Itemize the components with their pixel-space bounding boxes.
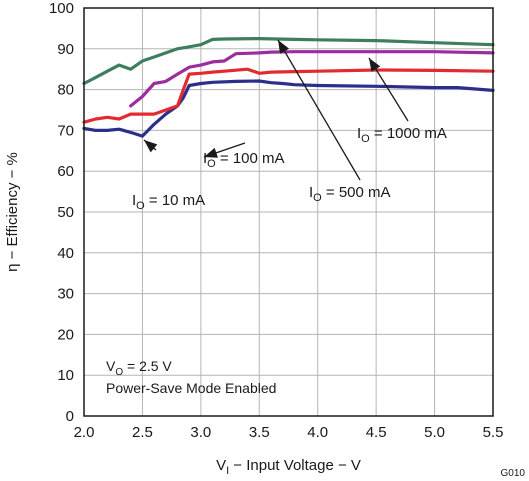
condition-mode: Power-Save Mode Enabled (106, 380, 276, 396)
callout-arrowhead (144, 140, 158, 153)
x-tick-label: 5.5 (483, 424, 504, 441)
callout-arrowhead (369, 58, 381, 72)
series-lines (82, 36, 495, 138)
x-axis-title: VI − Input Voltage − V (216, 457, 361, 477)
figure-id: G010 (501, 468, 526, 479)
y-tick-label: 40 (57, 245, 74, 262)
callout-leader (277, 39, 361, 181)
y-axis-title: η − Efficiency − % (4, 152, 21, 272)
series-line-2 (129, 50, 495, 108)
callout-arrowhead (278, 40, 290, 54)
series-label-1: IO = 100 mA (203, 150, 285, 170)
y-tick-label: 80 (57, 82, 74, 99)
series-label-2: IO = 500 mA (309, 184, 391, 204)
x-tick-label: 3.5 (249, 424, 270, 441)
series-line-1 (82, 67, 495, 124)
plot-frame (83, 7, 494, 417)
series-annotations: IO = 10 mA IO = 100 mA IO = 500 mA IO = 100… (132, 39, 447, 212)
condition-vout: VO = 2.5 V (106, 358, 172, 378)
condition-vout-rest: = 2.5 V (123, 358, 172, 374)
y-tick-label: 50 (57, 204, 74, 221)
y-tick-label: 20 (57, 326, 74, 343)
y-tick-label: 100 (49, 0, 74, 17)
x-tick-label: 2.5 (132, 424, 153, 441)
series-label-0: IO = 10 mA (132, 192, 205, 212)
x-axis-title-rest: − Input Voltage − V (229, 457, 361, 474)
callout-arrowhead (204, 147, 218, 158)
x-tick-label: 2.0 (74, 424, 95, 441)
y-tick-label: 90 (57, 41, 74, 58)
grid (84, 8, 493, 416)
x-tick-label: 4.0 (307, 424, 328, 441)
condition-vout-sub: O (115, 367, 123, 378)
y-tick-label: 0 (66, 408, 74, 425)
x-tick-label: 5.0 (424, 424, 445, 441)
series-line-3 (82, 36, 495, 86)
series-line-0 (82, 79, 495, 138)
x-tick-label: 4.5 (366, 424, 387, 441)
x-axis-title-sub: I (226, 465, 229, 477)
x-axis-title-main: V (216, 457, 226, 474)
condition-vout-main: V (106, 358, 116, 374)
y-tick-label: 70 (57, 122, 74, 139)
y-tick-label: 10 (57, 367, 74, 384)
y-tick-label: 60 (57, 163, 74, 180)
series-label-3: IO = 1000 mA (357, 125, 447, 145)
x-tick-label: 3.0 (190, 424, 211, 441)
tick-labels: 2.0 2.5 3.0 3.5 4.0 4.5 5.0 5.5 0 10 20 30 40 50 60 70 8… (49, 0, 503, 441)
y-tick-label: 30 (57, 286, 74, 303)
